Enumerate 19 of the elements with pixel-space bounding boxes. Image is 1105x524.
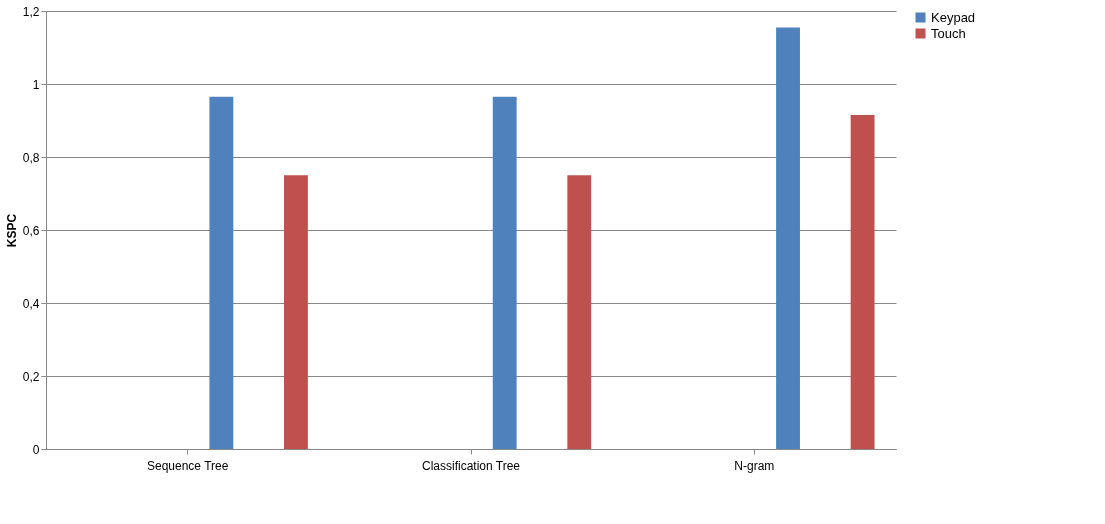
y-tick-label: 0,8 xyxy=(22,150,40,165)
x-tick-label: Classification Tree xyxy=(421,458,521,473)
legend-label: Keypad xyxy=(931,9,976,25)
y-axis-title: KSPC xyxy=(4,213,19,248)
bar xyxy=(850,115,875,449)
bar xyxy=(567,175,592,449)
y-tick-label: 0,6 xyxy=(22,223,40,238)
y-tick-label: 1,2 xyxy=(22,4,40,19)
legend-label: Touch xyxy=(931,25,966,41)
bar xyxy=(776,27,800,449)
y-tick-label: 1 xyxy=(32,77,40,92)
y-tick-label: 0,2 xyxy=(22,369,40,384)
bar xyxy=(284,175,308,449)
x-tick-label: Sequence Tree xyxy=(146,458,229,473)
y-tick-label: 0,4 xyxy=(22,296,40,311)
bar xyxy=(492,96,517,449)
x-tick-label: N-gram xyxy=(734,458,775,473)
y-tick-label: 0 xyxy=(32,442,40,457)
bar xyxy=(209,96,234,449)
